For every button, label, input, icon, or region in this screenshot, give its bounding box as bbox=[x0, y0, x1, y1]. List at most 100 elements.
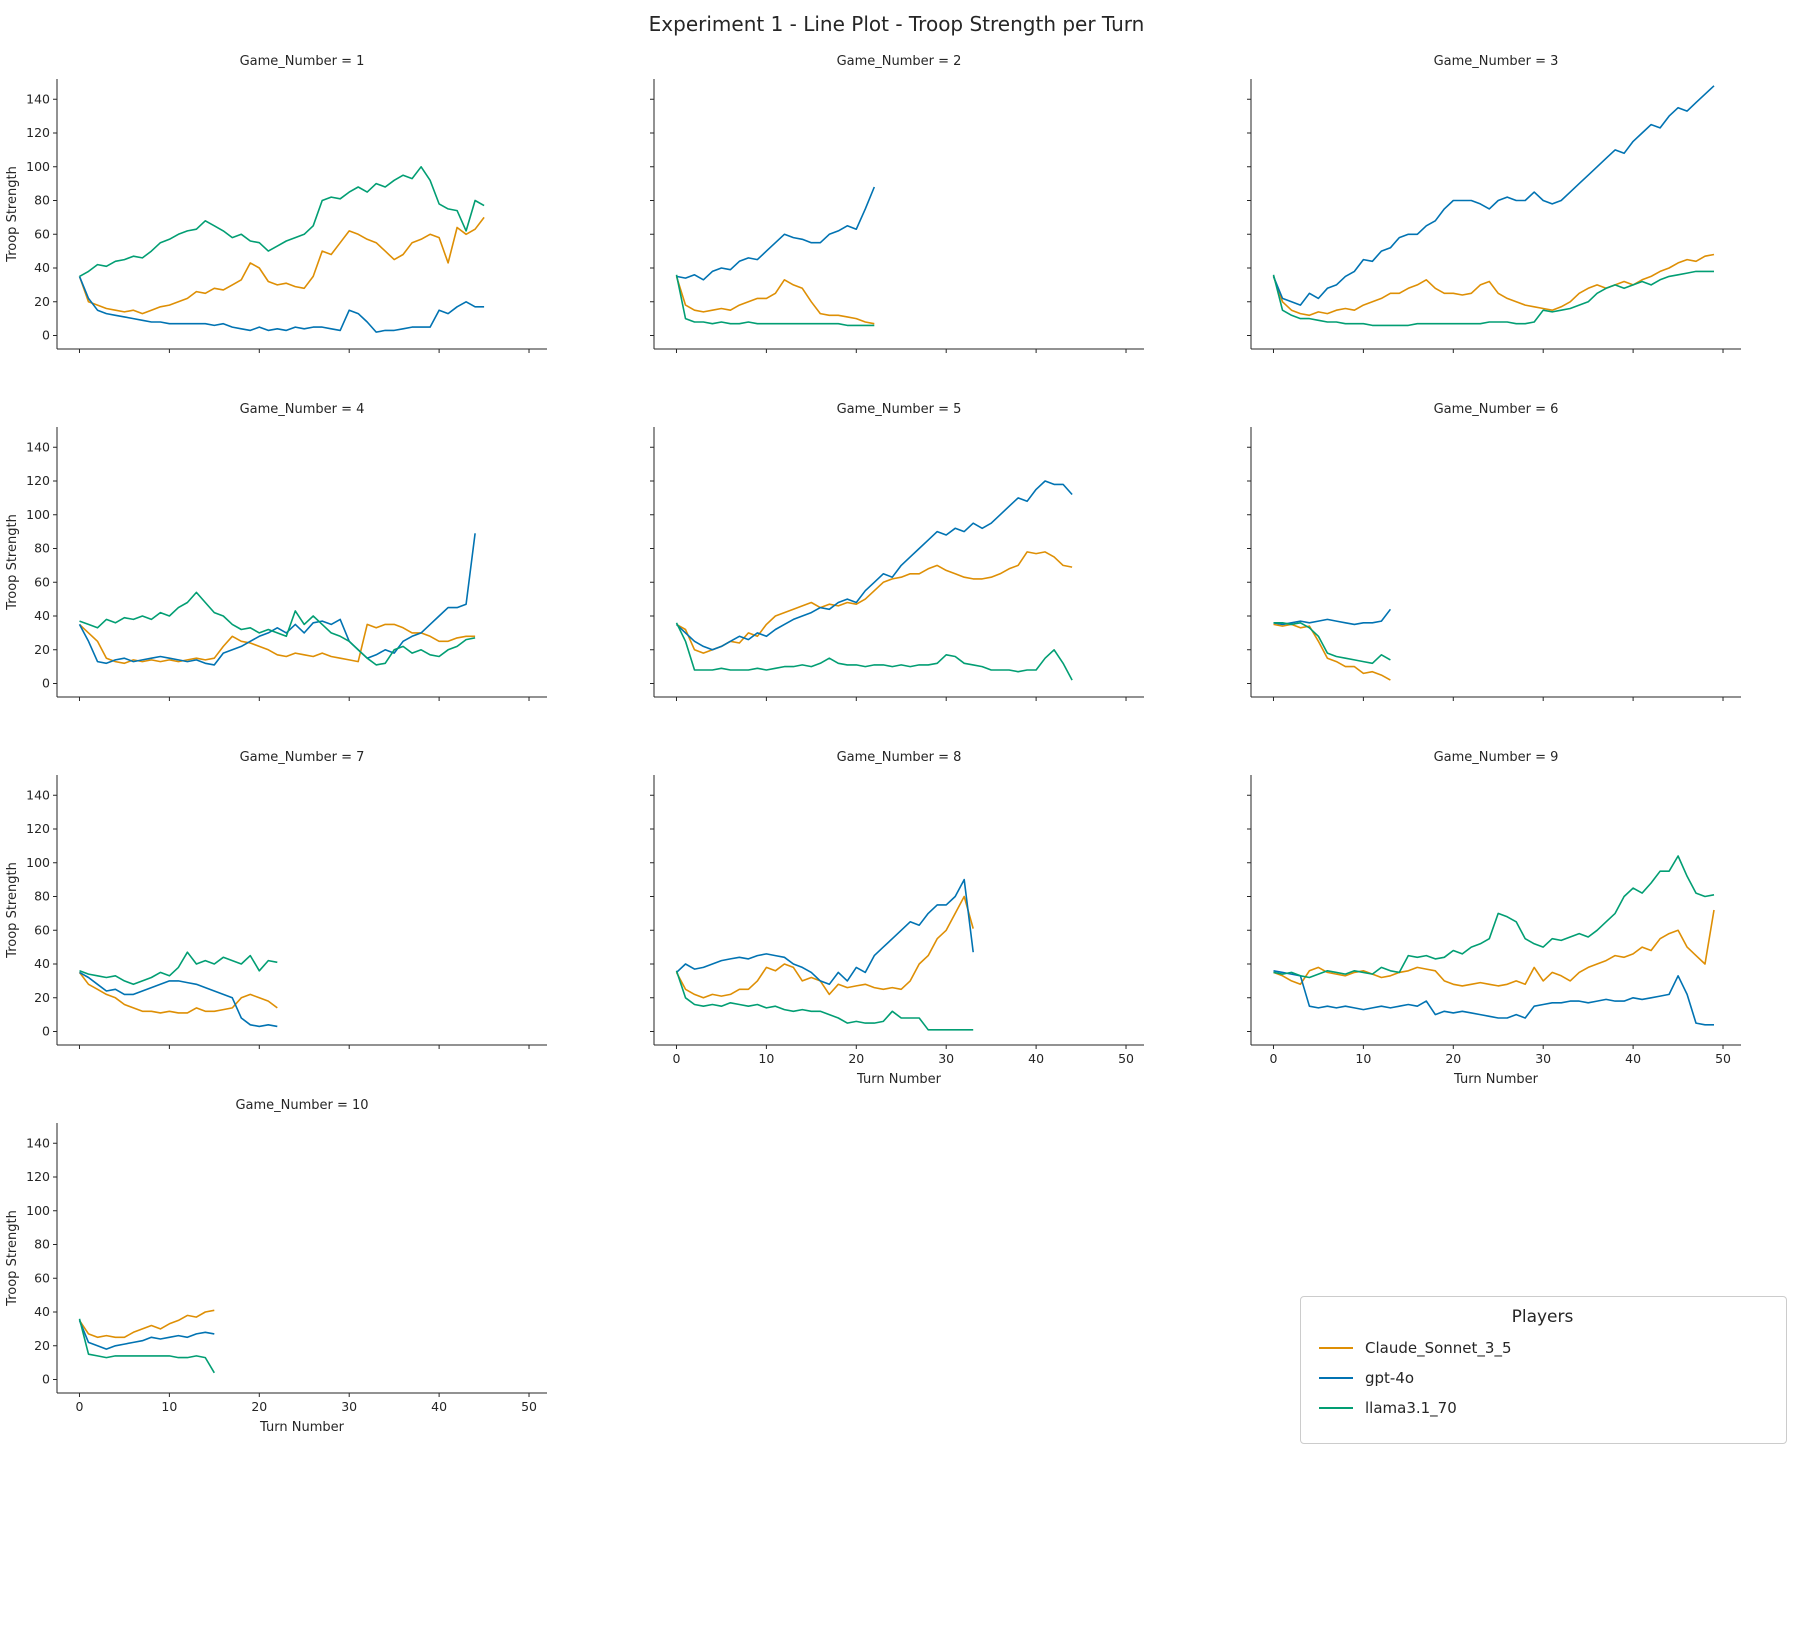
y-axis-label: Troop Strength bbox=[5, 514, 20, 611]
facet-plot: 0 20 40 60 80 100 120 140 Troop Strength bbox=[5, 427, 547, 701]
line-Claude_Sonnet_3_5 bbox=[78, 971, 278, 1014]
line-Claude_Sonnet_3_5 bbox=[675, 276, 875, 325]
x-tick-label: 20 bbox=[848, 1051, 864, 1066]
facet-title: Game_Number = 1 bbox=[239, 54, 365, 69]
y-tick-label: 60 bbox=[34, 226, 50, 241]
facet-title: Game_Number = 10 bbox=[235, 1098, 369, 1113]
line-llama3.1_70 bbox=[1273, 622, 1391, 665]
y-tick-label: 0 bbox=[42, 676, 50, 691]
line-llama3.1_70 bbox=[79, 951, 278, 986]
line-Claude_Sonnet_3_5 bbox=[78, 1309, 215, 1339]
y-tick-label: 60 bbox=[34, 922, 50, 937]
x-tick-label: 30 bbox=[938, 1051, 954, 1066]
line-gpt-4o bbox=[675, 878, 974, 986]
facet-plot bbox=[650, 79, 1144, 353]
y-tick-label: 40 bbox=[34, 1304, 50, 1319]
y-tick-label: 60 bbox=[34, 1270, 50, 1285]
line-gpt-4o bbox=[676, 186, 876, 281]
x-tick-label: 10 bbox=[161, 1399, 177, 1414]
facet-game-2: Game_Number = 2 bbox=[599, 44, 1196, 392]
line-Claude_Sonnet_3_5 bbox=[1273, 623, 1391, 681]
line-gpt-4o bbox=[1273, 608, 1392, 626]
facet-title: Game_Number = 9 bbox=[1433, 750, 1559, 765]
line-llama3.1_70 bbox=[79, 591, 476, 666]
y-tick-label: 100 bbox=[26, 855, 50, 870]
x-tick-label: 30 bbox=[1535, 1051, 1551, 1066]
line-gpt-4o bbox=[79, 971, 278, 1028]
legend-label: gpt-4o bbox=[1365, 1369, 1415, 1387]
facet-plot bbox=[650, 427, 1144, 701]
facet-title: Game_Number = 8 bbox=[836, 750, 962, 765]
y-tick-label: 40 bbox=[34, 260, 50, 275]
y-tick-label: 60 bbox=[34, 574, 50, 589]
x-tick-label: 10 bbox=[758, 1051, 774, 1066]
x-tick-label: 40 bbox=[1625, 1051, 1641, 1066]
y-tick-label: 100 bbox=[26, 1203, 50, 1218]
y-tick-label: 80 bbox=[34, 889, 50, 904]
y-tick-label: 100 bbox=[26, 507, 50, 522]
facet-game-5: Game_Number = 5 bbox=[599, 392, 1196, 740]
line-llama3.1_70 bbox=[79, 166, 485, 278]
line-gpt-4o bbox=[78, 1320, 215, 1350]
y-tick-label: 140 bbox=[26, 91, 50, 106]
x-tick-label: 20 bbox=[1445, 1051, 1461, 1066]
y-axis-label: Troop Strength bbox=[5, 1210, 20, 1307]
figure-title: Experiment 1 - Line Plot - Troop Strengt… bbox=[648, 12, 1145, 36]
facet-game-10: Game_Number = 10 0 20 40 60 80 100 120 140 0 10 20 3… bbox=[2, 1088, 599, 1436]
line-llama3.1_70 bbox=[675, 622, 1073, 681]
facet-game-7: Game_Number = 7 0 20 40 60 80 100 120 140 Troop S… bbox=[2, 740, 599, 1088]
facet-game-8: Game_Number = 8 0 10 20 30 40 50 Turn Number bbox=[599, 740, 1196, 1088]
legend-item-Claude_Sonnet_3_5: Claude_Sonnet_3_5 bbox=[1319, 1339, 1766, 1357]
facet-title: Game_Number = 4 bbox=[239, 402, 365, 417]
x-tick-label: 40 bbox=[431, 1399, 447, 1414]
y-tick-label: 140 bbox=[26, 787, 50, 802]
legend-line-swatch bbox=[1319, 1377, 1353, 1379]
legend-items: Claude_Sonnet_3_5 gpt-4o llama3.1_70 bbox=[1319, 1339, 1766, 1417]
legend-item-gpt-4o: gpt-4o bbox=[1319, 1369, 1766, 1387]
line-gpt-4o bbox=[1273, 970, 1714, 1026]
y-tick-label: 140 bbox=[26, 1135, 50, 1150]
legend-item-llama3.1_70: llama3.1_70 bbox=[1319, 1399, 1766, 1417]
facet-plot: 0 20 40 60 80 100 120 140 Troop Strength bbox=[5, 775, 547, 1049]
facet-game-3: Game_Number = 3 bbox=[1196, 44, 1793, 392]
y-tick-label: 80 bbox=[34, 193, 50, 208]
x-tick-label: 20 bbox=[251, 1399, 267, 1414]
line-gpt-4o bbox=[1272, 85, 1715, 306]
line-Claude_Sonnet_3_5 bbox=[78, 623, 476, 665]
facet-plot: 0 20 40 60 80 100 120 140 Troop Strength bbox=[5, 79, 547, 353]
facet-plot bbox=[1247, 79, 1741, 353]
legend-label: llama3.1_70 bbox=[1365, 1399, 1457, 1417]
x-axis-label: Turn Number bbox=[1453, 1072, 1539, 1087]
facet-plot: 0 10 20 30 40 50 Turn Number bbox=[650, 775, 1144, 1087]
legend-line-swatch bbox=[1319, 1407, 1353, 1409]
y-tick-label: 120 bbox=[26, 1169, 50, 1184]
y-axis-label: Troop Strength bbox=[5, 166, 20, 263]
y-tick-label: 20 bbox=[34, 1338, 50, 1353]
y-tick-label: 120 bbox=[26, 473, 50, 488]
facet-title: Game_Number = 7 bbox=[239, 750, 365, 765]
x-tick-label: 10 bbox=[1355, 1051, 1371, 1066]
y-tick-label: 20 bbox=[34, 642, 50, 657]
line-llama3.1_70 bbox=[675, 970, 974, 1031]
y-tick-label: 100 bbox=[26, 159, 50, 174]
x-tick-label: 50 bbox=[1118, 1051, 1134, 1066]
x-tick-label: 30 bbox=[341, 1399, 357, 1414]
legend-title: Players bbox=[1511, 1307, 1574, 1327]
y-tick-label: 0 bbox=[42, 1024, 50, 1039]
y-tick-label: 80 bbox=[34, 1237, 50, 1252]
facet-grid: Game_Number = 1 0 20 40 60 80 100 120 140 Troop S… bbox=[2, 44, 1793, 1436]
y-axis-label: Troop Strength bbox=[5, 862, 20, 959]
y-tick-label: 120 bbox=[26, 821, 50, 836]
facet-title: Game_Number = 5 bbox=[836, 402, 962, 417]
y-tick-label: 20 bbox=[34, 294, 50, 309]
line-llama3.1_70 bbox=[1272, 270, 1714, 327]
x-tick-label: 0 bbox=[1270, 1051, 1278, 1066]
line-Claude_Sonnet_3_5 bbox=[675, 895, 974, 999]
facet-title: Game_Number = 6 bbox=[1433, 402, 1559, 417]
legend-line-swatch bbox=[1319, 1347, 1353, 1349]
line-Claude_Sonnet_3_5 bbox=[1272, 253, 1715, 317]
x-tick-label: 40 bbox=[1028, 1051, 1044, 1066]
facet-plot bbox=[1247, 427, 1741, 701]
y-tick-label: 20 bbox=[34, 990, 50, 1005]
